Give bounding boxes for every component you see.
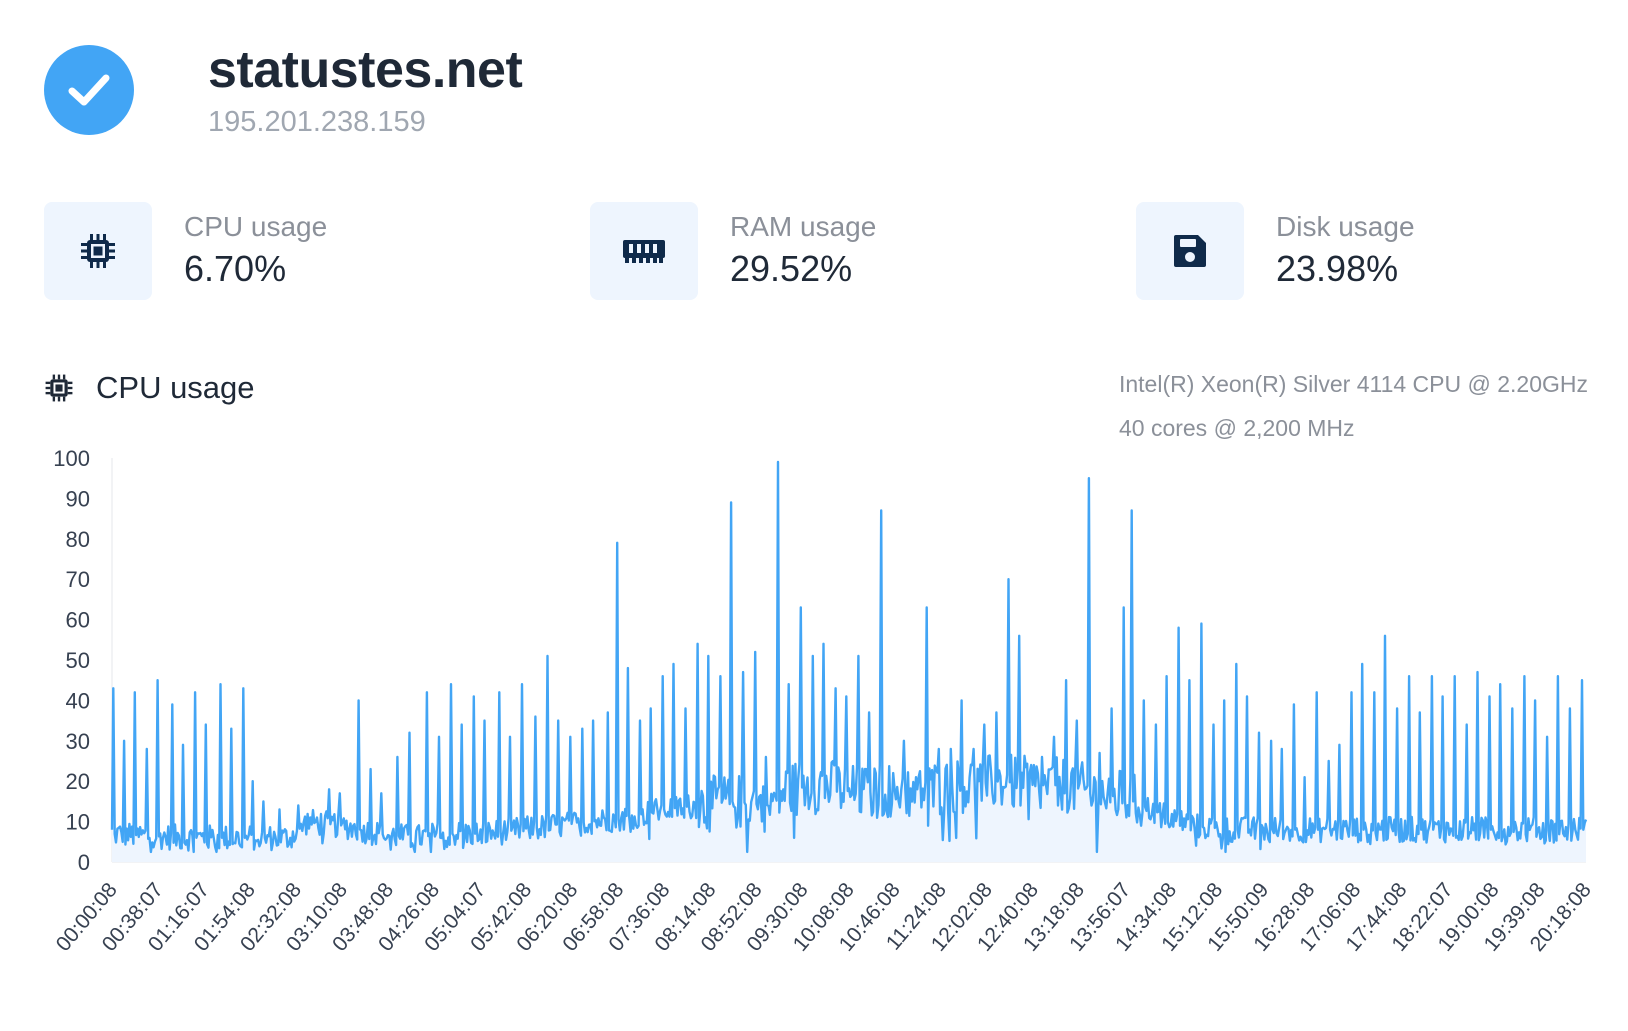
stat-ram: RAM usage 29.52%	[590, 202, 876, 300]
stat-disk: Disk usage 23.98%	[1136, 202, 1415, 300]
y-tick-label: 90	[66, 486, 90, 511]
y-tick-label: 70	[66, 567, 90, 592]
chart-header: CPU usage	[44, 370, 255, 406]
y-tick-label: 80	[66, 527, 90, 552]
cpu-chip-icon	[81, 234, 115, 268]
y-tick-label: 100	[53, 446, 90, 471]
y-tick-label: 20	[66, 769, 90, 794]
site-header: statustes.net 195.201.238.159	[44, 40, 523, 139]
stat-disk-label: Disk usage	[1276, 211, 1415, 242]
y-tick-label: 10	[66, 810, 90, 835]
stats-row: CPU usage 6.70% RAM usage 29.52%	[44, 202, 1584, 302]
cpu-chip-icon	[45, 374, 73, 402]
y-tick-label: 0	[78, 850, 90, 875]
cpu-series-line	[110, 460, 1588, 854]
cpu-info: Intel(R) Xeon(R) Silver 4114 CPU @ 2.20G…	[1119, 362, 1588, 450]
y-tick-label: 60	[66, 608, 90, 633]
y-tick-label: 30	[66, 729, 90, 754]
stat-cpu-label: CPU usage	[184, 211, 328, 242]
stat-disk-icon-box	[1136, 202, 1244, 300]
stat-cpu: CPU usage 6.70%	[44, 202, 327, 300]
stat-cpu-icon-box	[44, 202, 152, 300]
cpu-area-fill	[112, 462, 1586, 862]
memory-icon	[623, 240, 665, 263]
x-axis-labels: 00:00:0800:38:0701:16:0701:54:0802:32:08…	[52, 878, 1596, 955]
stat-disk-value: 23.98%	[1276, 248, 1399, 289]
y-tick-label: 50	[66, 648, 90, 673]
site-ip: 195.201.238.159	[208, 106, 426, 138]
y-axis-labels: 0 10 20 30 40 50 60 70 80 90 100	[53, 446, 90, 875]
check-icon	[68, 74, 110, 105]
chart-title: CPU usage	[96, 370, 255, 405]
stat-ram-icon-box	[590, 202, 698, 300]
stat-ram-value: 29.52%	[730, 248, 853, 289]
cpu-cores: 40 cores @ 2,200 MHz	[1118, 415, 1355, 441]
site-name: statustes.net	[208, 41, 523, 99]
floppy-disk-icon	[1174, 235, 1206, 267]
stat-ram-label: RAM usage	[730, 211, 877, 242]
stat-cpu-value: 6.70%	[184, 248, 287, 289]
status-badge	[44, 44, 134, 135]
y-tick-label: 40	[66, 688, 90, 713]
cpu-model: Intel(R) Xeon(R) Silver 4114 CPU @ 2.20G…	[1118, 371, 1588, 397]
